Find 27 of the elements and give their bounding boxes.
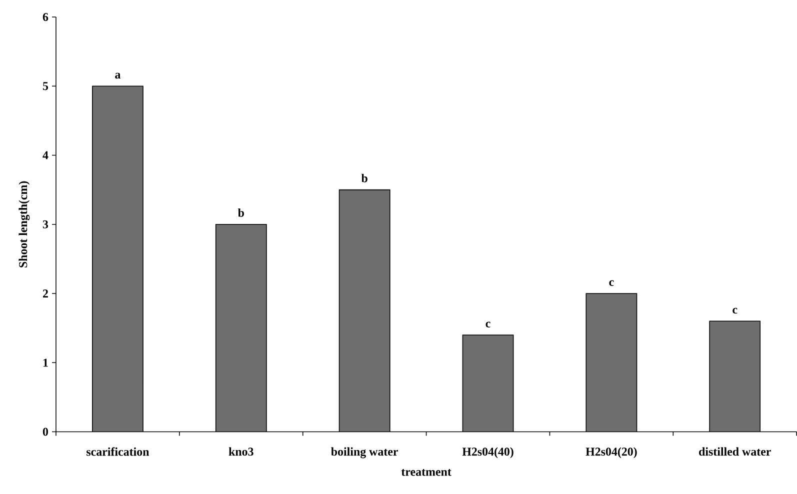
x-tick-label: H2s04(40) [462,447,514,458]
annotation: b [238,208,244,217]
y-tick-label: 1 [43,358,48,367]
bar [586,294,637,432]
x-tick-label: H2s04(20) [586,447,637,458]
y-tick-label: 5 [42,82,48,90]
y-tick-label: 4 [42,151,48,160]
x-tick-label: kno3 [228,447,254,456]
annotation: b [361,174,368,182]
x-tick-label: scarification [86,447,150,456]
y-tick-label: 2 [42,290,48,298]
y-tick-label: 3 [42,220,48,229]
annotation: c [609,280,614,286]
x-tick-label: distilled water [699,447,771,456]
y-tick-label: 6 [42,13,48,22]
annotation: c [732,308,738,314]
bar [709,320,761,432]
annotation: a [115,72,121,79]
annotation: c [486,322,490,328]
bar [339,190,390,432]
bar [92,86,144,432]
bar [462,335,514,432]
bar [216,224,266,432]
y-tick-label: 0 [42,428,48,436]
x-axis-title: treatment [401,469,452,476]
x-tick-label: boiling water [331,447,398,458]
y-axis-title: Shoot length(cm) [18,181,30,268]
